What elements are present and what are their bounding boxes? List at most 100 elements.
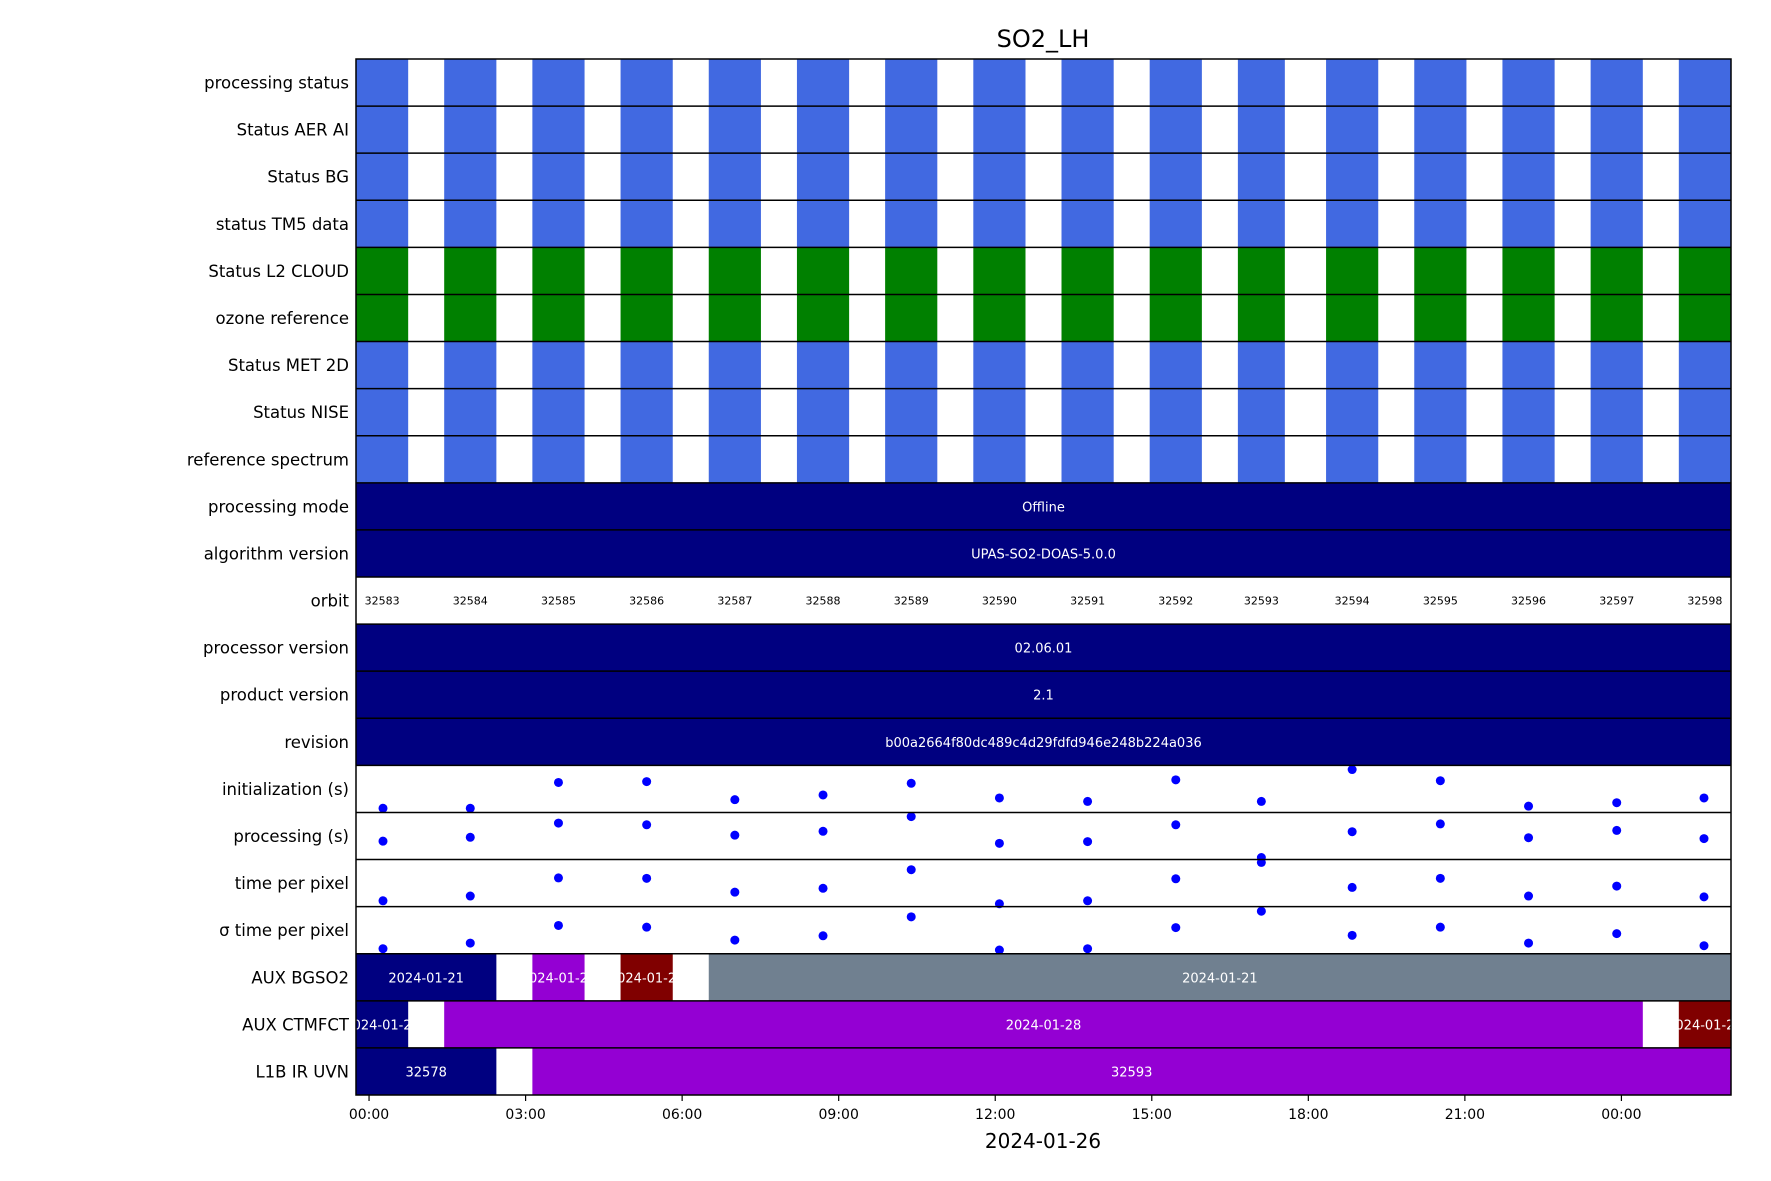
scatter-point xyxy=(378,803,388,813)
status-block xyxy=(885,153,938,201)
scatter-point xyxy=(1083,944,1093,954)
status-block xyxy=(1590,294,1643,342)
status-block xyxy=(885,294,938,342)
orbit-number: 32583 xyxy=(365,595,400,608)
info-bar-label: Offline xyxy=(1022,500,1065,515)
orbit-number: 32584 xyxy=(453,595,488,608)
row-labels: processing status Status AER AI Status BG s… xyxy=(187,74,350,1082)
status-block xyxy=(1326,200,1379,248)
status-block xyxy=(1414,341,1467,389)
status-block xyxy=(885,341,938,389)
status-block xyxy=(885,59,938,107)
status-block xyxy=(1061,106,1114,154)
status-block xyxy=(444,153,497,201)
scatter-point xyxy=(818,931,828,941)
scatter-point xyxy=(1083,837,1093,847)
status-block xyxy=(444,247,497,295)
row-label: AUX CTMFCT xyxy=(242,1015,350,1034)
status-block xyxy=(620,388,673,436)
status-block xyxy=(1061,247,1114,295)
scatter-point xyxy=(818,790,828,800)
aux-segment-label: 2024-01-21 xyxy=(1667,1018,1743,1033)
status-block xyxy=(1678,435,1731,483)
status-block xyxy=(1326,294,1379,342)
status-block xyxy=(796,153,850,201)
status-block xyxy=(1590,435,1643,483)
scatter-point xyxy=(642,873,652,883)
aux-segment-label: 2024-01-21 xyxy=(609,971,685,986)
status-block xyxy=(1502,388,1555,436)
row-label: processing status xyxy=(204,74,349,93)
scatter-point xyxy=(906,812,916,822)
status-block xyxy=(796,435,850,483)
scatter-point xyxy=(1171,874,1181,884)
status-block xyxy=(532,388,585,436)
aux-segment-label: 2024-01-21 xyxy=(521,971,597,986)
status-block xyxy=(708,341,761,389)
status-block xyxy=(1237,435,1285,483)
orbit-number: 32597 xyxy=(1599,595,1634,608)
scatter-point xyxy=(818,883,828,893)
scatter-point xyxy=(553,920,563,930)
status-block xyxy=(356,59,409,107)
scatter-point xyxy=(642,820,652,830)
row-label: σ time per pixel xyxy=(219,921,349,940)
status-block xyxy=(1061,388,1114,436)
aux-segment xyxy=(356,1047,497,1095)
scatter-point xyxy=(906,912,916,922)
scatter-point xyxy=(1171,820,1181,830)
status-block xyxy=(1326,247,1379,295)
status-block xyxy=(444,435,497,483)
aux-segment xyxy=(1678,1000,1731,1048)
row-label: status TM5 data xyxy=(216,215,349,234)
status-block xyxy=(973,341,1026,389)
status-block xyxy=(1590,106,1643,154)
status-block xyxy=(1678,341,1731,389)
scatter-point xyxy=(730,795,740,805)
x-axis-label: 2024-01-26 xyxy=(985,1129,1101,1153)
info-bar xyxy=(356,529,1731,577)
row-label: initialization (s) xyxy=(222,780,349,799)
status-block xyxy=(620,247,673,295)
scatter-point xyxy=(553,777,563,787)
aux-segment xyxy=(444,1000,1643,1048)
status-block xyxy=(1061,435,1114,483)
row-label: AUX BGSO2 xyxy=(251,968,349,987)
status-block xyxy=(1414,153,1467,201)
status-block xyxy=(1061,59,1114,107)
status-block xyxy=(796,294,850,342)
orbit-number: 32589 xyxy=(894,595,929,608)
scatter-point xyxy=(1435,873,1445,883)
row-label: reference spectrum xyxy=(187,450,349,469)
row-label: Status MET 2D xyxy=(228,356,349,375)
status-block xyxy=(1414,106,1467,154)
status-block xyxy=(444,294,497,342)
status-block xyxy=(1590,200,1643,248)
status-block xyxy=(1237,247,1285,295)
orbit-number: 32595 xyxy=(1423,595,1458,608)
x-tick-label: 18:00 xyxy=(1288,1107,1328,1123)
aux-segment xyxy=(356,1000,409,1048)
orbit-number: 32586 xyxy=(629,595,664,608)
status-block xyxy=(1237,294,1285,342)
scatter-point xyxy=(1347,765,1357,775)
status-block xyxy=(885,435,938,483)
aux-segment xyxy=(532,1047,1731,1095)
row-label: L1B IR UVN xyxy=(255,1062,349,1081)
status-block xyxy=(1502,106,1555,154)
orbit-number: 32594 xyxy=(1335,595,1370,608)
status-block xyxy=(532,153,585,201)
status-block xyxy=(1149,153,1202,201)
orbit-number: 32590 xyxy=(982,595,1017,608)
status-block xyxy=(708,153,761,201)
status-block xyxy=(1502,341,1555,389)
status-block xyxy=(973,200,1026,248)
scatter-point xyxy=(1524,891,1534,901)
status-block xyxy=(708,59,761,107)
info-bar-label: UPAS-SO2-DOAS-5.0.0 xyxy=(971,547,1116,562)
x-tick-label: 21:00 xyxy=(1445,1107,1485,1123)
status-block xyxy=(973,106,1026,154)
row-label: Status BG xyxy=(267,168,349,187)
scatter-point xyxy=(1612,929,1622,939)
info-bar xyxy=(356,624,1731,672)
